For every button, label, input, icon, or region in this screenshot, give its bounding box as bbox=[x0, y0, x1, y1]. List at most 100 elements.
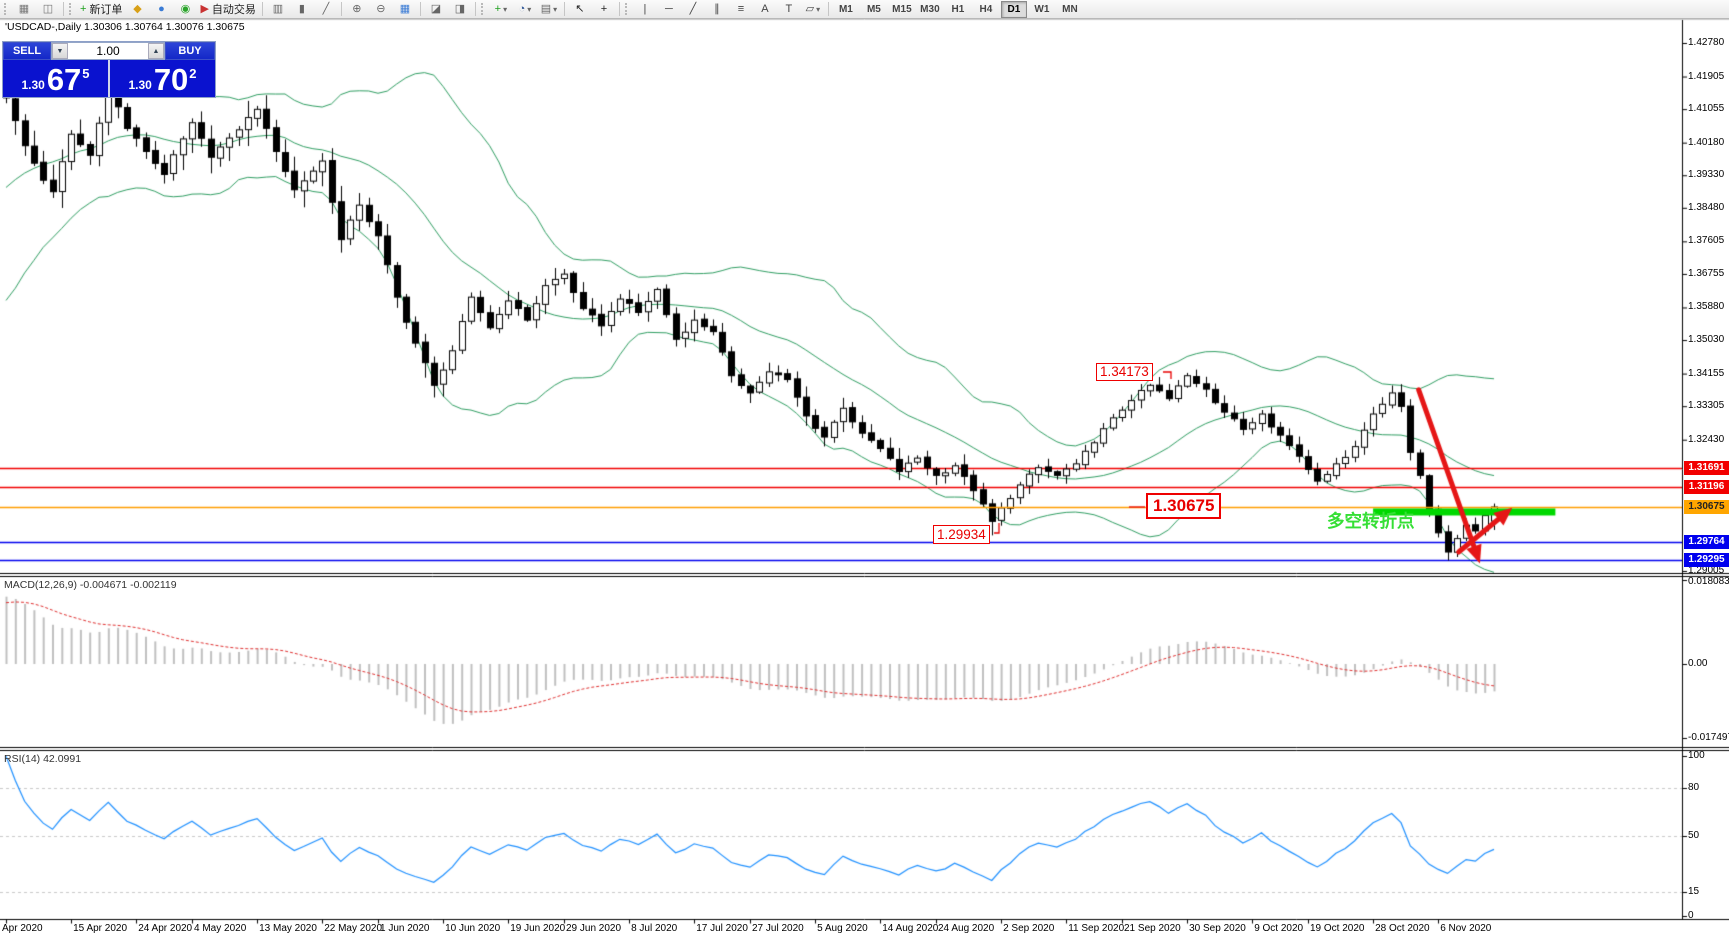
price-badge: 1.29295 bbox=[1684, 552, 1729, 567]
signals-icon: ◉ bbox=[180, 3, 191, 15]
sell-button[interactable]: SELL bbox=[3, 42, 51, 60]
date-axis-label: 1 Jun 2020 bbox=[380, 923, 430, 934]
crosshair-icon: + bbox=[600, 3, 608, 15]
toolbar-button-templates[interactable]: ▤ ▾ bbox=[537, 0, 561, 18]
toolbar-button-text[interactable]: A bbox=[753, 0, 777, 18]
toolbar-button-symbols[interactable]: ◆ bbox=[125, 0, 149, 18]
timeframe-button-h4[interactable]: H4 bbox=[979, 3, 993, 15]
toolbar-gripper bbox=[69, 3, 75, 15]
rsi-axis-label: 0 bbox=[1688, 910, 1694, 921]
toolbar-button-zoom-out[interactable]: ⊖ bbox=[369, 0, 393, 18]
toolbar-button-chart-profiles[interactable]: ◫ bbox=[36, 0, 60, 18]
bid-pip: 5 bbox=[82, 66, 90, 81]
date-axis-label: Apr 2020 bbox=[2, 923, 43, 934]
toolbar: ▦ ◫ + 新订单 ◆ ● ◉ ▶ 自动交易 ▥ ▮ ╱ ⊕ ⊖ ▦ ◪ ◨ + ▾ ◔ ▾ ▤ ▾ ↖ + | ─ ╱ ∥ ≡ A T ▱ ▾ M… bbox=[0, 0, 1729, 19]
price-badge: 1.31691 bbox=[1684, 461, 1729, 476]
volume-increase-button[interactable]: ▲ bbox=[148, 43, 164, 59]
auto-trading-icon: ▶ bbox=[200, 3, 209, 15]
zoom-out-icon: ⊖ bbox=[376, 3, 386, 15]
buy-button[interactable]: BUY bbox=[165, 42, 215, 60]
chevron-down-icon: ▾ bbox=[553, 4, 558, 14]
date-axis-label: 24 Apr 2020 bbox=[138, 923, 193, 934]
toolbar-button-candlestick-chart[interactable]: ▮ bbox=[290, 0, 314, 18]
toolbar-button-signals[interactable]: ◉ bbox=[173, 0, 197, 18]
date-axis-label: 17 Jul 2020 bbox=[696, 923, 748, 934]
toolbar-button-periods[interactable]: ◔ ▾ bbox=[513, 0, 537, 18]
auto-trading-label: 自动交易 bbox=[211, 4, 256, 16]
chevron-down-icon: ▾ bbox=[816, 4, 821, 14]
price-axis-label: 1.32430 bbox=[1688, 433, 1725, 445]
toolbar-button-cursor[interactable]: ↖ bbox=[568, 0, 592, 18]
timeframe-button-m5[interactable]: M5 bbox=[866, 3, 881, 15]
price-badge: 1.30675 bbox=[1684, 499, 1729, 514]
price-axis-label: 1.34155 bbox=[1688, 367, 1725, 379]
new-order-icon: + bbox=[80, 3, 87, 15]
date-axis-label: 28 Oct 2020 bbox=[1375, 923, 1430, 934]
price-axis-label: 1.33305 bbox=[1688, 400, 1725, 412]
timeframe-button-h1[interactable]: H1 bbox=[951, 3, 965, 15]
new-chart-icon: ▦ bbox=[18, 3, 30, 15]
chart-title: 'USDCAD-,Daily 1.30306 1.30764 1.30076 1… bbox=[5, 21, 245, 33]
ask-prefix: 1.30 bbox=[128, 78, 152, 92]
toolbar-button-label[interactable]: T bbox=[777, 0, 801, 18]
toolbar-button-trendline[interactable]: ╱ bbox=[681, 0, 705, 18]
timeframe-button-m15[interactable]: M15 bbox=[892, 3, 912, 15]
timeframe-button-d1[interactable]: D1 bbox=[1000, 0, 1027, 18]
cursor-icon: ↖ bbox=[575, 3, 585, 15]
date-axis-label: 9 Oct 2020 bbox=[1254, 923, 1304, 934]
ask-quote[interactable]: 1.30 70 2 bbox=[110, 60, 215, 97]
volume-decrease-button[interactable]: ▼ bbox=[52, 43, 68, 59]
toolbar-button-line-chart[interactable]: ╱ bbox=[314, 0, 338, 18]
ask-pip: 2 bbox=[189, 66, 197, 81]
toolbar-button-tile-windows[interactable]: ▦ bbox=[393, 0, 417, 18]
volume-stepper: ▼ 1.00 ▲ bbox=[51, 42, 165, 60]
toolbar-button-add-indicator[interactable]: + ▾ bbox=[489, 0, 513, 18]
volume-value[interactable]: 1.00 bbox=[96, 44, 120, 58]
chevron-down-icon: ▾ bbox=[503, 4, 508, 14]
toolbar-button-crosshair[interactable]: + bbox=[592, 0, 616, 18]
timeframe-button-m1[interactable]: M1 bbox=[838, 3, 853, 15]
price-badge: 1.29764 bbox=[1684, 534, 1729, 549]
date-axis-label: 24 Aug 2020 bbox=[938, 923, 995, 934]
bar-chart-icon: ▥ bbox=[272, 3, 284, 15]
toolbar-separator bbox=[563, 2, 565, 16]
bid-prefix: 1.30 bbox=[21, 78, 45, 92]
toolbar-button-data-window[interactable]: ◨ bbox=[448, 0, 472, 18]
toolbar-button-auto-trading[interactable]: ▶ 自动交易 bbox=[197, 0, 258, 18]
price-axis-label: 1.37605 bbox=[1688, 235, 1725, 247]
timeframe-button-w1[interactable]: W1 bbox=[1034, 3, 1050, 15]
toolbar-button-new-chart[interactable]: ▦ bbox=[12, 0, 36, 18]
toolbar-button-shapes[interactable]: ▱ ▾ bbox=[801, 0, 825, 18]
date-axis-label: 8 Jul 2020 bbox=[631, 923, 678, 934]
toolbar-gripper bbox=[480, 3, 487, 15]
toolbar-button-strategy-tester[interactable]: ◪ bbox=[424, 0, 448, 18]
date-axis-label: 5 Aug 2020 bbox=[817, 923, 868, 934]
timeframe-button-m30[interactable]: M30 bbox=[920, 3, 940, 15]
toolbar-button-channel[interactable]: ∥ bbox=[705, 0, 729, 18]
toolbar-button-vertical-line[interactable]: | bbox=[633, 0, 657, 18]
date-axis-label: 14 Aug 2020 bbox=[882, 923, 939, 934]
price-axis-label: 1.36755 bbox=[1688, 267, 1725, 279]
label-icon: T bbox=[785, 3, 793, 15]
one-click-trading-panel: SELL ▼ 1.00 ▲ BUY 1.30 67 5 1.30 70 2 bbox=[2, 41, 216, 98]
toolbar-button-horizontal-line[interactable]: ─ bbox=[657, 0, 681, 18]
timeframe-button-mn[interactable]: MN bbox=[1062, 3, 1078, 15]
bid-quote[interactable]: 1.30 67 5 bbox=[3, 60, 108, 97]
toolbar-gripper bbox=[4, 3, 10, 15]
toolbar-button-new-order[interactable]: + 新订单 bbox=[77, 0, 125, 18]
rsi-label: RSI(14) 42.0991 bbox=[4, 753, 82, 765]
toolbar-button-fibonacci[interactable]: ≡ bbox=[729, 0, 753, 18]
market-icon: ● bbox=[158, 3, 165, 15]
toolbar-button-market[interactable]: ● bbox=[149, 0, 173, 18]
price-axis-label: 1.40180 bbox=[1688, 136, 1725, 148]
text-icon: A bbox=[761, 3, 769, 15]
zoom-in-icon: ⊕ bbox=[352, 3, 362, 15]
toolbar-button-zoom-in[interactable]: ⊕ bbox=[345, 0, 369, 18]
symbols-icon: ◆ bbox=[133, 3, 142, 15]
date-axis-label: 10 Jun 2020 bbox=[445, 923, 501, 934]
toolbar-button-bar-chart[interactable]: ▥ bbox=[266, 0, 290, 18]
vertical-line-icon: | bbox=[643, 3, 647, 15]
date-axis-label: 11 Sep 2020 bbox=[1068, 923, 1125, 934]
